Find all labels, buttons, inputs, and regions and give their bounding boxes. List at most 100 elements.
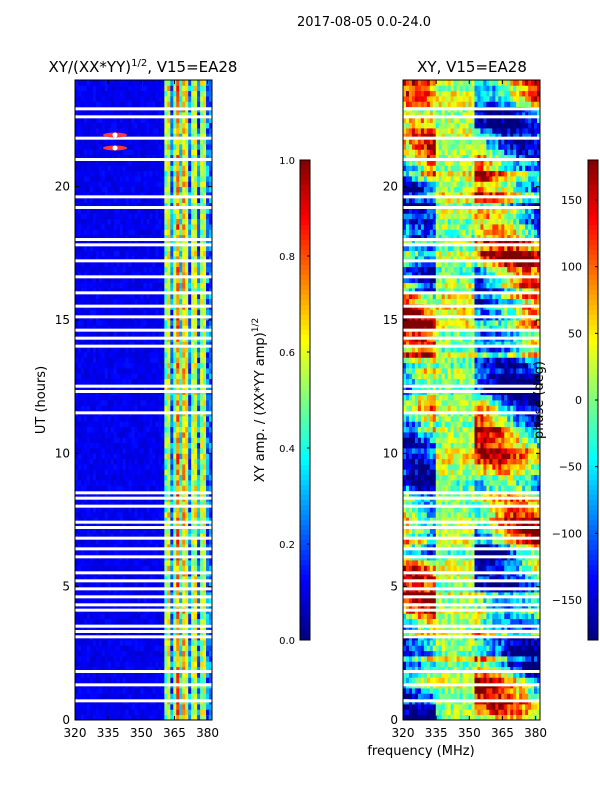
heatmap-cell bbox=[149, 330, 153, 337]
heatmap-cell bbox=[89, 544, 94, 550]
heatmap-cell bbox=[119, 661, 124, 668]
heatmap-cell bbox=[128, 202, 132, 209]
heatmap-cell bbox=[131, 154, 135, 161]
heatmap-cell bbox=[161, 416, 165, 422]
heatmap-cell bbox=[110, 656, 115, 662]
heatmap-cell bbox=[92, 640, 97, 646]
heatmap-cell bbox=[152, 138, 156, 145]
heatmap-cell bbox=[152, 309, 156, 316]
heatmap-cell bbox=[77, 501, 82, 508]
heatmap-cell bbox=[110, 240, 115, 246]
heatmap-cell bbox=[173, 677, 177, 684]
heatmap-cell bbox=[119, 368, 124, 374]
heatmap-cell bbox=[191, 522, 195, 529]
heatmap-cell bbox=[146, 394, 150, 401]
heatmap-cell bbox=[116, 181, 121, 188]
heatmap-cell bbox=[107, 677, 112, 684]
heatmap-cell bbox=[197, 469, 201, 476]
heatmap-cell bbox=[155, 560, 159, 566]
heatmap-cell bbox=[95, 618, 100, 625]
heatmap-cell bbox=[110, 464, 115, 470]
heatmap-cell bbox=[98, 176, 103, 182]
heatmap-cell bbox=[134, 192, 138, 198]
heatmap-cell bbox=[179, 442, 183, 449]
heatmap-cell bbox=[104, 704, 109, 710]
heatmap-cell bbox=[152, 666, 156, 673]
heatmap-cell bbox=[83, 154, 88, 161]
heatmap-cell bbox=[197, 160, 201, 166]
heatmap-cell bbox=[75, 165, 79, 172]
heatmap-cell bbox=[77, 298, 82, 305]
heatmap-cell bbox=[170, 325, 174, 332]
heatmap-cell bbox=[107, 208, 112, 214]
heatmap-cell bbox=[75, 330, 79, 337]
heatmap-cell bbox=[143, 218, 147, 225]
heatmap-cell bbox=[203, 704, 207, 710]
heatmap-cell bbox=[89, 330, 94, 337]
heatmap-cell bbox=[75, 208, 79, 214]
heatmap-cell bbox=[116, 549, 121, 556]
heatmap-cell bbox=[116, 197, 121, 204]
heatmap-cell bbox=[164, 693, 168, 700]
heatmap-cell bbox=[200, 442, 204, 449]
heatmap-cell bbox=[158, 373, 162, 380]
heatmap-cell bbox=[128, 677, 132, 684]
heatmap-cell bbox=[131, 346, 135, 353]
heatmap-cell bbox=[191, 309, 195, 316]
heatmap-cell bbox=[89, 309, 94, 316]
heatmap-cell bbox=[86, 426, 91, 433]
heatmap-cell bbox=[122, 592, 127, 598]
heatmap-cell bbox=[143, 448, 147, 454]
heatmap-cell bbox=[158, 714, 162, 721]
heatmap-cell bbox=[98, 181, 103, 188]
heatmap-cell bbox=[89, 138, 94, 145]
heatmap-cell bbox=[98, 149, 103, 156]
heatmap-cell bbox=[128, 592, 132, 598]
heatmap-cell bbox=[107, 218, 112, 225]
heatmap-cell bbox=[77, 480, 82, 486]
heatmap-cell bbox=[140, 661, 144, 668]
heatmap-cell bbox=[143, 261, 147, 268]
heatmap-cell bbox=[194, 218, 198, 225]
heatmap-cell bbox=[167, 181, 171, 188]
heatmap-cell bbox=[101, 458, 106, 465]
heatmap-cell bbox=[116, 426, 121, 433]
heatmap-cell bbox=[131, 250, 135, 257]
heatmap-cell bbox=[197, 656, 201, 662]
heatmap-cell bbox=[98, 218, 103, 225]
heatmap-cell bbox=[158, 170, 162, 177]
heatmap-cell bbox=[86, 693, 91, 700]
heatmap-cell bbox=[125, 277, 130, 284]
heatmap-cell bbox=[149, 282, 153, 289]
heatmap-cell bbox=[158, 186, 162, 193]
heatmap-cell bbox=[173, 544, 177, 550]
heatmap-cell bbox=[179, 309, 183, 316]
heatmap-cell bbox=[119, 362, 124, 369]
heatmap-cell bbox=[143, 544, 147, 550]
heatmap-cell bbox=[104, 464, 109, 470]
heatmap-cell bbox=[188, 533, 192, 540]
heatmap-cell bbox=[75, 464, 79, 470]
heatmap-cell bbox=[203, 538, 207, 545]
heatmap-cell bbox=[116, 170, 121, 177]
heatmap-cell bbox=[80, 373, 85, 380]
heatmap-cell bbox=[137, 208, 141, 214]
heatmap-cell bbox=[131, 181, 135, 188]
heatmap-cell bbox=[98, 693, 103, 700]
heatmap-cell bbox=[98, 378, 103, 385]
heatmap-cell bbox=[167, 464, 171, 470]
heatmap-cell bbox=[161, 538, 165, 545]
heatmap-cell bbox=[116, 186, 121, 193]
heatmap-cell bbox=[191, 645, 195, 652]
heatmap-cell bbox=[75, 421, 79, 428]
heatmap-cell bbox=[143, 250, 147, 257]
heatmap-cell bbox=[110, 480, 115, 486]
heatmap-cell bbox=[188, 576, 192, 582]
heatmap-cell bbox=[77, 405, 82, 412]
heatmap-cell bbox=[83, 282, 88, 289]
heatmap-cell bbox=[110, 245, 115, 252]
heatmap-cell bbox=[185, 165, 189, 172]
heatmap-cell bbox=[158, 277, 162, 284]
heatmap-cell bbox=[110, 576, 115, 582]
heatmap-cell bbox=[110, 421, 115, 428]
